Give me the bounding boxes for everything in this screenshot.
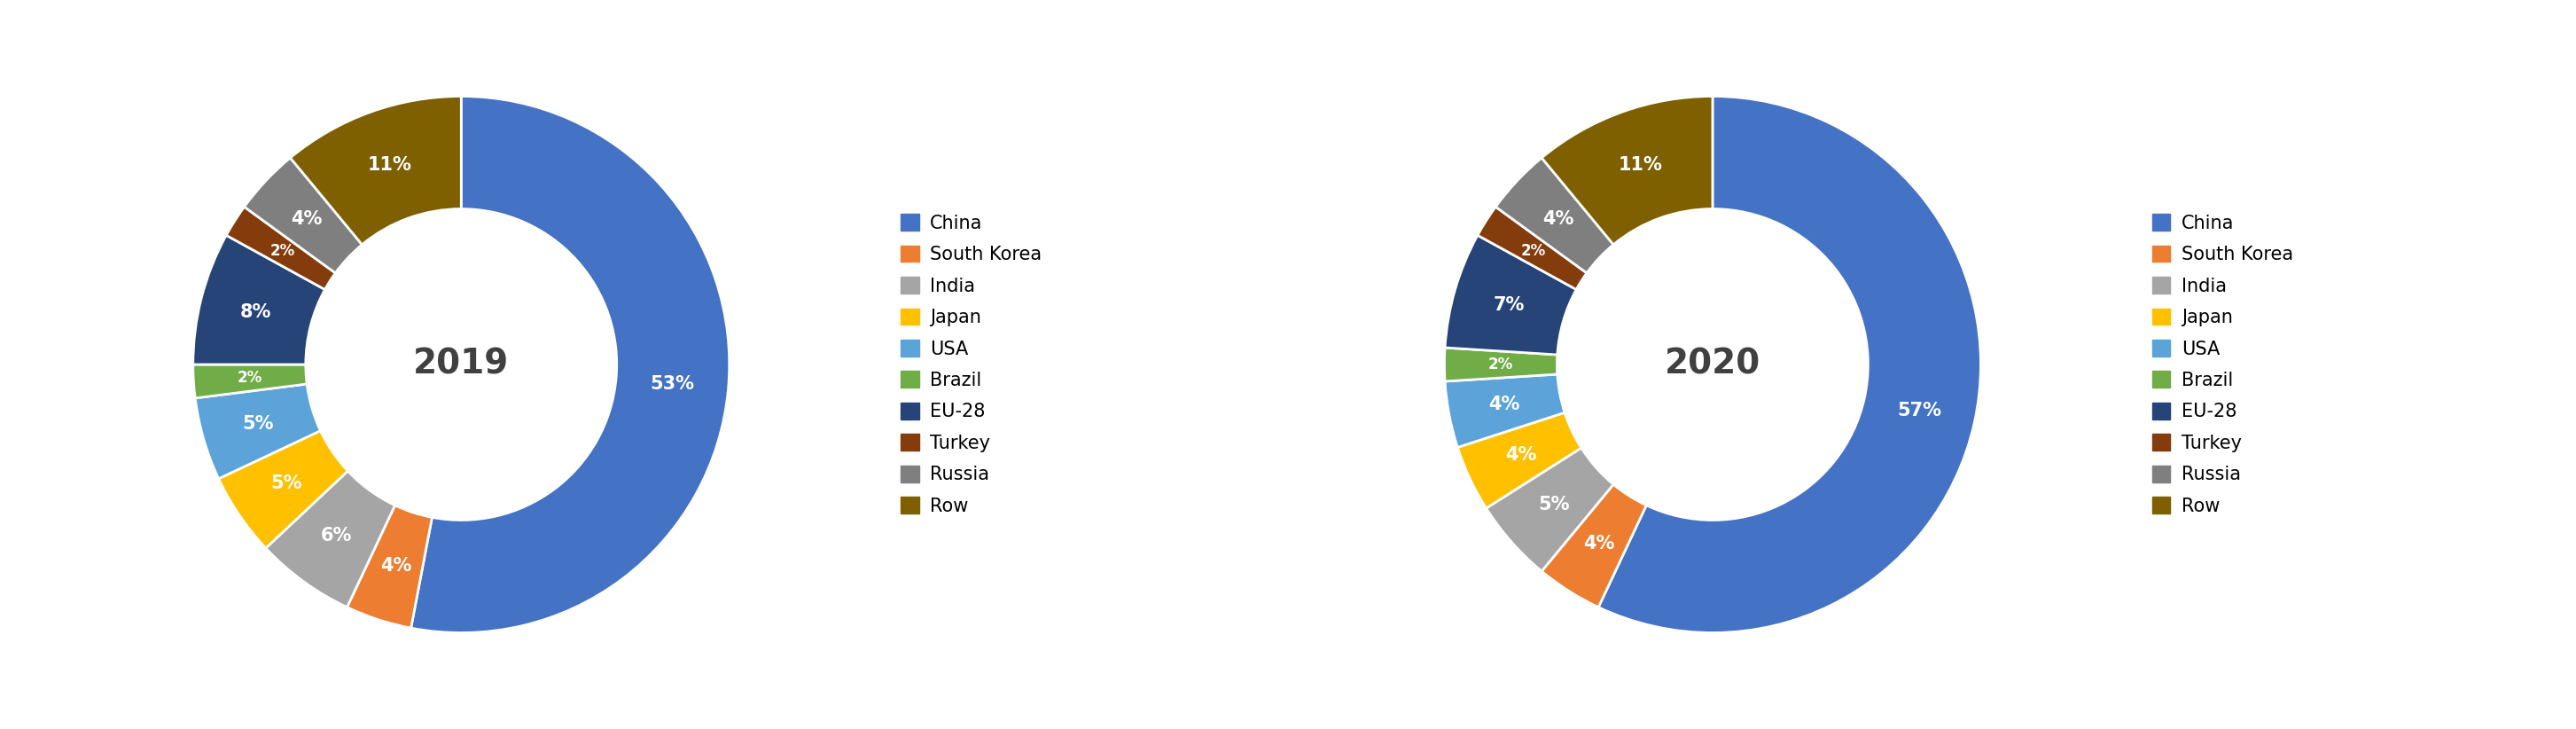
Wedge shape <box>1597 96 1981 633</box>
Legend: China, South Korea, India, Japan, USA, Brazil, EU-28, Turkey, Russia, Row: China, South Korea, India, Japan, USA, B… <box>2143 205 2303 524</box>
Wedge shape <box>219 431 348 548</box>
Wedge shape <box>291 96 461 245</box>
Wedge shape <box>1479 207 1587 289</box>
Wedge shape <box>245 157 363 273</box>
Wedge shape <box>1486 448 1613 572</box>
Text: 4%: 4% <box>1543 211 1574 228</box>
Wedge shape <box>1445 235 1577 355</box>
Wedge shape <box>1497 157 1613 273</box>
Wedge shape <box>1540 484 1646 607</box>
Legend: China, South Korea, India, Japan, USA, Brazil, EU-28, Turkey, Russia, Row: China, South Korea, India, Japan, USA, B… <box>891 205 1051 524</box>
Wedge shape <box>1445 348 1558 381</box>
Wedge shape <box>348 505 433 628</box>
Text: 4%: 4% <box>291 211 322 228</box>
Wedge shape <box>227 207 335 289</box>
Text: 11%: 11% <box>1618 156 1664 174</box>
Text: 2019: 2019 <box>412 348 510 381</box>
Text: 2020: 2020 <box>1664 348 1759 381</box>
Text: 5%: 5% <box>242 415 273 432</box>
Wedge shape <box>1445 374 1564 448</box>
Text: 8%: 8% <box>240 303 270 321</box>
Text: 2%: 2% <box>1489 356 1512 373</box>
Wedge shape <box>193 364 307 398</box>
Text: 6%: 6% <box>322 527 353 545</box>
Text: 4%: 4% <box>1504 446 1535 464</box>
Text: 4%: 4% <box>381 557 412 575</box>
Wedge shape <box>412 96 729 633</box>
Text: 5%: 5% <box>1538 496 1569 513</box>
Text: 2%: 2% <box>1522 243 1546 259</box>
Text: 4%: 4% <box>1489 395 1520 413</box>
Wedge shape <box>265 471 394 607</box>
Text: 53%: 53% <box>649 375 696 394</box>
Text: 7%: 7% <box>1494 297 1525 314</box>
Wedge shape <box>1458 413 1582 508</box>
Wedge shape <box>196 384 319 479</box>
Text: 5%: 5% <box>270 475 301 493</box>
Text: 4%: 4% <box>1584 534 1615 553</box>
Wedge shape <box>1540 96 1713 245</box>
Text: 2%: 2% <box>237 370 263 386</box>
Wedge shape <box>193 235 325 364</box>
Text: 11%: 11% <box>368 156 412 174</box>
Text: 57%: 57% <box>1896 402 1942 420</box>
Text: 2%: 2% <box>270 243 294 259</box>
